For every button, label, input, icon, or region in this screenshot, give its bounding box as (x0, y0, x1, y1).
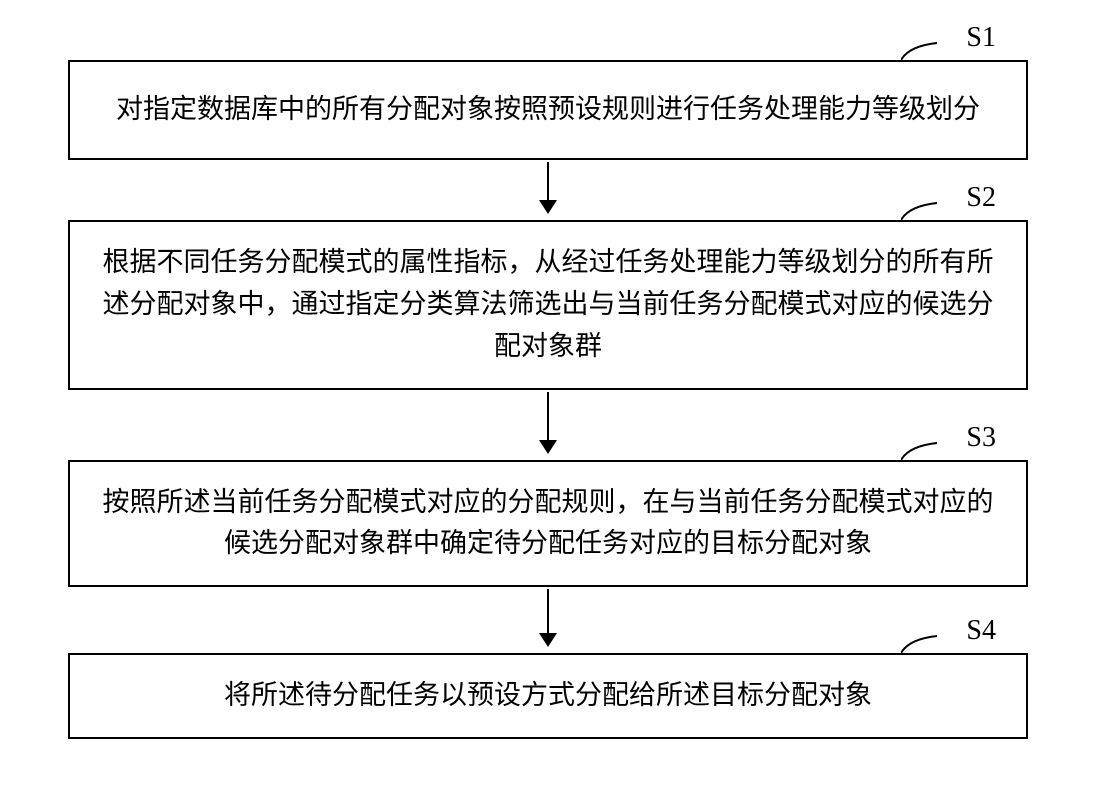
step-box-s4: 将所述待分配任务以预设方式分配给所述目标分配对象 (68, 653, 1028, 739)
arrow-head-icon (539, 633, 557, 647)
step-label-s4: S4 (966, 615, 996, 647)
step-wrapper-s3: S3 按照所述当前任务分配模式对应的分配规则，在与当前任务分配模式对应的候选分配… (40, 460, 1056, 588)
step-box-s1: 对指定数据库中的所有分配对象按照预设规则进行任务处理能力等级划分 (68, 60, 1028, 160)
step-wrapper-s2: S2 根据不同任务分配模式的属性指标，从经过任务处理能力等级划分的所有所述分配对… (40, 220, 1056, 390)
arrow-line (547, 589, 549, 633)
step-text-s2: 根据不同任务分配模式的属性指标，从经过任务处理能力等级划分的所有所述分配对象中，… (98, 242, 998, 368)
arrow-s2-s3 (539, 392, 557, 454)
arrow-head-icon (539, 440, 557, 454)
step-box-s3: 按照所述当前任务分配模式对应的分配规则，在与当前任务分配模式对应的候选分配对象群… (68, 460, 1028, 588)
arrow-s3-s4 (539, 589, 557, 647)
arrow-head-icon (539, 200, 557, 214)
flowchart-container: S1 对指定数据库中的所有分配对象按照预设规则进行任务处理能力等级划分 S2 根… (40, 30, 1056, 739)
step-text-s3: 按照所述当前任务分配模式对应的分配规则，在与当前任务分配模式对应的候选分配对象群… (98, 482, 998, 566)
label-connector-s2 (901, 202, 941, 220)
step-label-s3: S3 (966, 422, 996, 454)
arrow-line (547, 162, 549, 200)
label-connector-s1 (901, 42, 941, 60)
step-wrapper-s1: S1 对指定数据库中的所有分配对象按照预设规则进行任务处理能力等级划分 (40, 60, 1056, 160)
step-label-s1: S1 (966, 22, 996, 54)
arrow-s1-s2 (539, 162, 557, 214)
step-text-s4: 将所述待分配任务以预设方式分配给所述目标分配对象 (224, 675, 872, 717)
step-box-s2: 根据不同任务分配模式的属性指标，从经过任务处理能力等级划分的所有所述分配对象中，… (68, 220, 1028, 390)
step-label-s2: S2 (966, 182, 996, 214)
arrow-line (547, 392, 549, 440)
step-wrapper-s4: S4 将所述待分配任务以预设方式分配给所述目标分配对象 (40, 653, 1056, 739)
label-connector-s4 (901, 635, 941, 653)
step-text-s1: 对指定数据库中的所有分配对象按照预设规则进行任务处理能力等级划分 (116, 89, 980, 131)
label-connector-s3 (901, 442, 941, 460)
